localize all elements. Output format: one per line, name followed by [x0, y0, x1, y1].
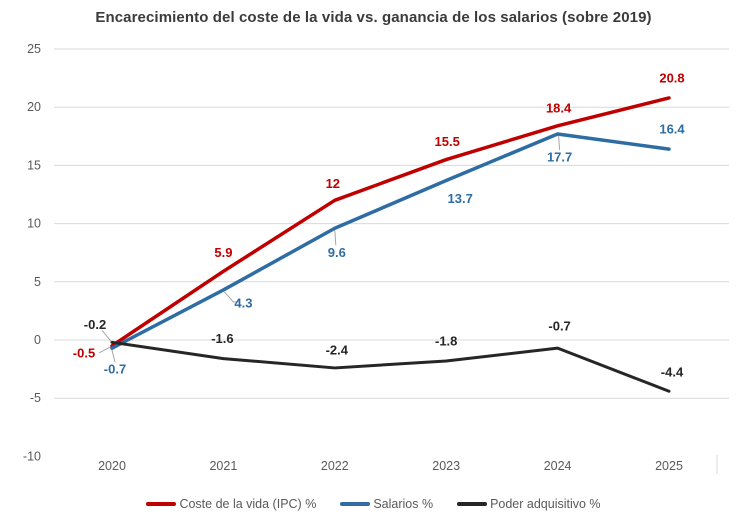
data-label: -0.7: [548, 319, 570, 334]
y-axis-tick-label: 20: [27, 100, 41, 114]
y-axis-tick-label: -10: [23, 449, 41, 463]
legend-label: Salarios %: [373, 497, 434, 511]
data-label: -2.4: [326, 342, 349, 357]
data-label-leader-line: [111, 350, 116, 363]
data-label: 4.3: [234, 295, 252, 310]
data-label: -1.8: [435, 333, 457, 348]
y-axis-tick-label: 25: [27, 42, 41, 56]
data-label: -0.5: [73, 345, 95, 360]
legend-label: Coste de la vida (IPC) %: [179, 497, 317, 511]
x-axis-tick-label: 2023: [432, 459, 460, 473]
series-line-coste-de-la-vida-ipc: [110, 96, 671, 348]
data-label-leader-line: [101, 330, 112, 342]
x-axis-tick-label: 2025: [655, 459, 683, 473]
data-label: -0.2: [84, 317, 106, 332]
y-axis-tick-label: 15: [27, 158, 41, 172]
data-label: -4.4: [661, 365, 684, 380]
series-line-poder-adquisitivo: [110, 340, 671, 393]
legend-item-salarios: Salarios %: [340, 497, 433, 511]
x-axis-tick-label: 2024: [544, 459, 572, 473]
legend-item-coste-de-la-vida-ipc: Coste de la vida (IPC) %: [146, 497, 316, 511]
data-label-leader-line: [224, 291, 239, 303]
data-label: 12: [326, 176, 340, 191]
legend-line-marker: [457, 502, 488, 506]
data-label-leader-line: [558, 135, 561, 151]
data-label-leader-line: [334, 230, 337, 246]
data-label: 15.5: [435, 134, 460, 149]
data-label: 17.7: [547, 149, 572, 164]
y-axis-tick-label: 10: [27, 217, 41, 231]
y-axis-tick-label: -5: [30, 391, 41, 405]
y-axis-tick-label: 0: [34, 333, 41, 347]
data-label: 5.9: [214, 245, 232, 260]
legend-item-poder-adquisitivo: Poder adquisitivo %: [457, 497, 601, 511]
data-label: 9.6: [328, 245, 346, 260]
series-line-salarios: [110, 132, 671, 350]
data-label-leader-line: [98, 346, 112, 354]
legend-line-marker: [340, 502, 371, 506]
legend-label: Poder adquisitivo %: [490, 497, 601, 511]
legend: Coste de la vida (IPC) % Salarios % Poder …: [0, 497, 747, 511]
x-axis-tick-label: 2021: [209, 459, 237, 473]
y-axis-tick-label: 5: [34, 275, 41, 289]
chart-title: Encarecimiento del coste de la vida vs. …: [95, 9, 652, 26]
data-label: -0.7: [104, 362, 126, 377]
x-axis-tick-label: 2020: [98, 459, 126, 473]
data-label: -1.6: [211, 331, 233, 346]
data-label: 20.8: [659, 70, 684, 85]
x-axis-tick-label: 2022: [321, 459, 349, 473]
legend-line-marker: [146, 502, 177, 506]
data-label: 16.4: [659, 122, 685, 137]
data-label: 13.7: [448, 191, 473, 206]
data-label: 18.4: [546, 100, 572, 115]
